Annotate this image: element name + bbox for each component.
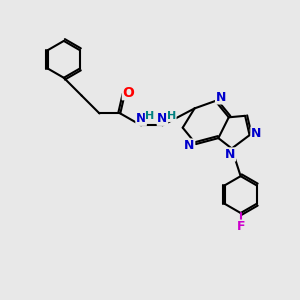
- Text: N: N: [251, 127, 261, 140]
- Text: H: H: [167, 111, 176, 122]
- Text: N: N: [184, 139, 195, 152]
- Text: N: N: [225, 148, 236, 161]
- Text: H: H: [146, 111, 154, 122]
- Text: N: N: [136, 112, 146, 125]
- Text: N: N: [216, 91, 226, 104]
- Text: F: F: [236, 220, 245, 233]
- Text: N: N: [157, 112, 168, 125]
- Text: O: O: [122, 85, 134, 100]
